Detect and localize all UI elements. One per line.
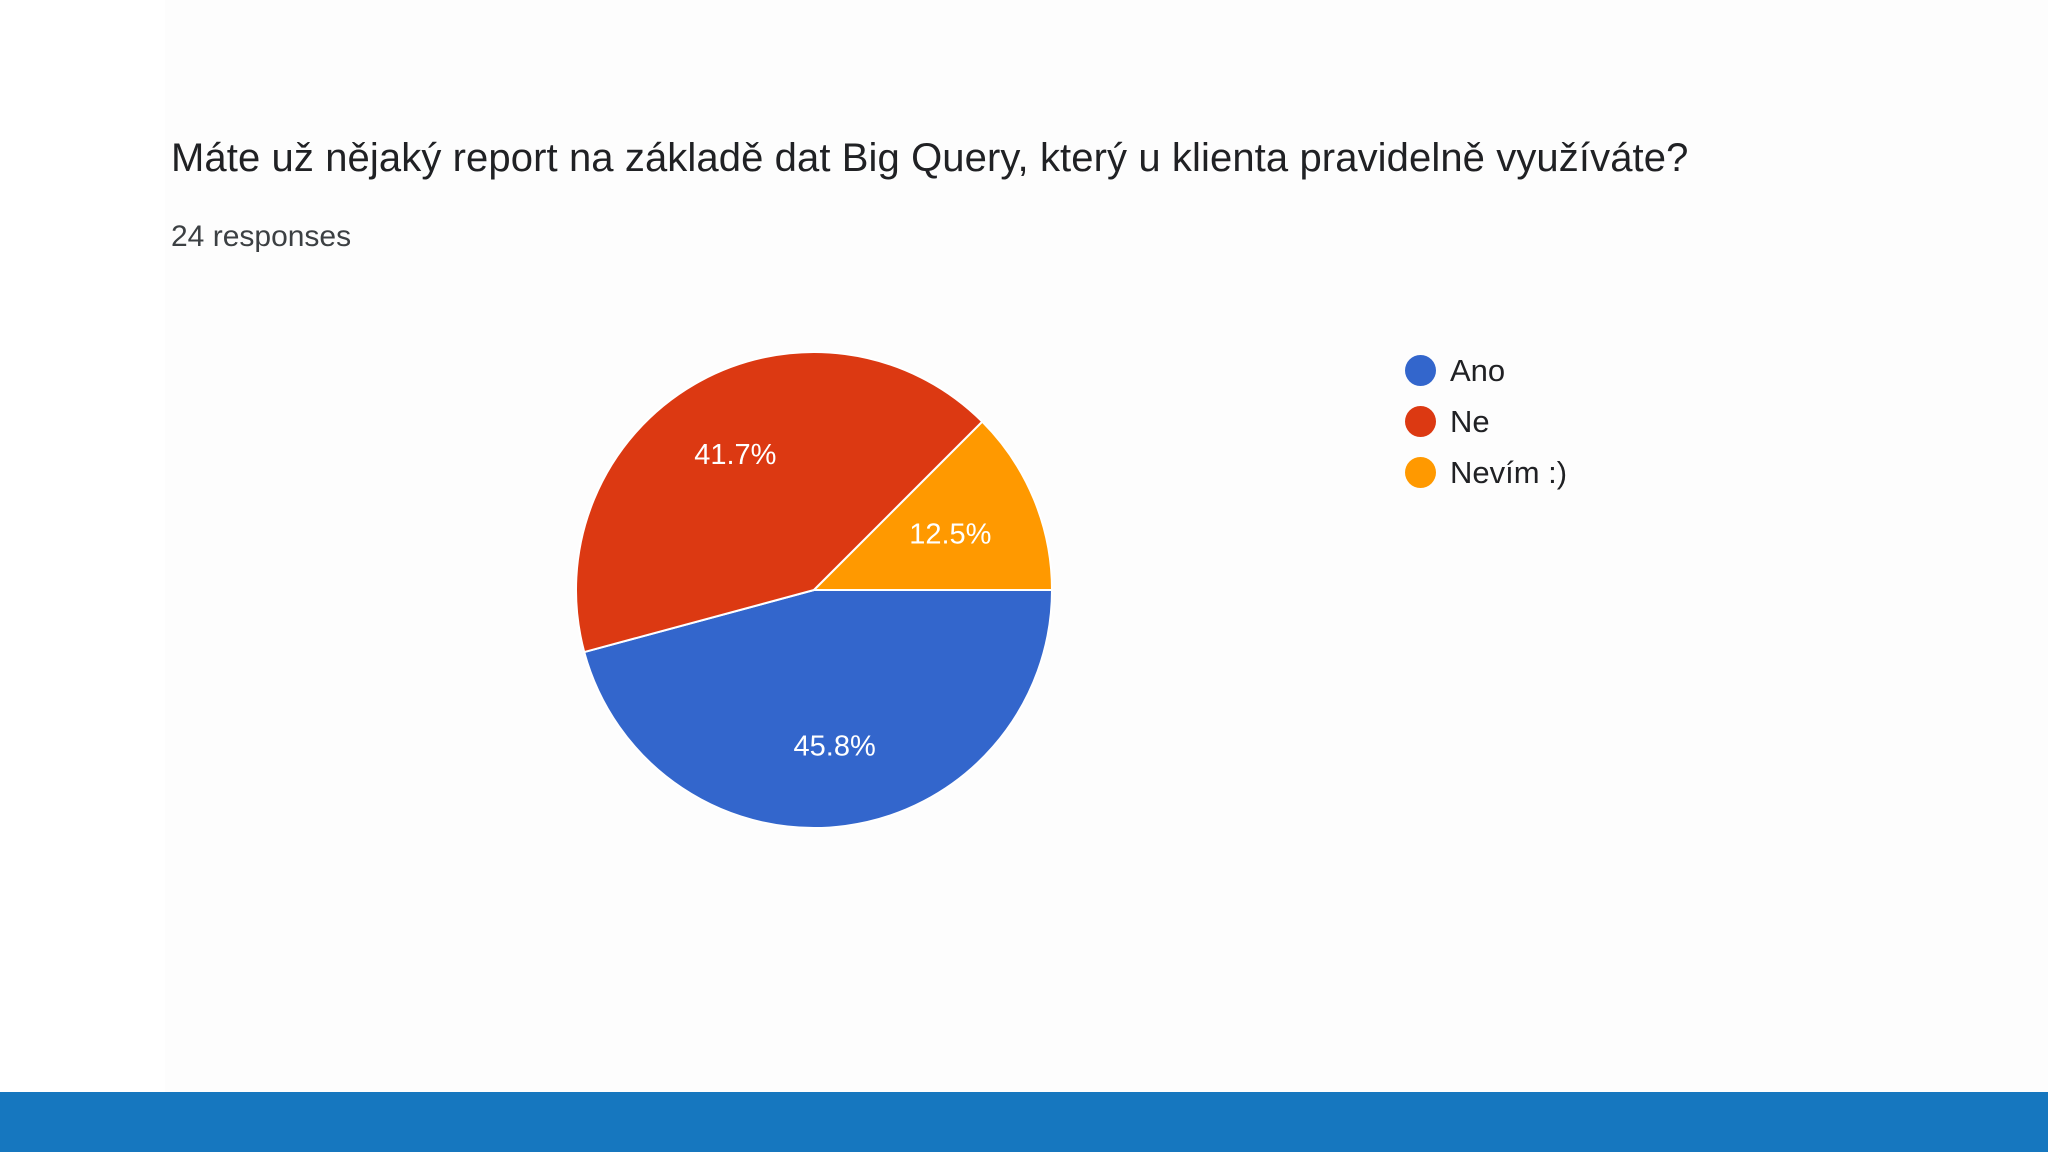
pie-chart: 45.8% 41.7% 12.5% <box>575 351 1054 829</box>
legend-label-nevim: Nevím :) <box>1450 454 1568 490</box>
pie-label-ne: 41.7% <box>694 439 776 471</box>
pie-slice-nevim[interactable] <box>811 420 1054 591</box>
legend: Ano Ne Nevím :) <box>1405 345 1567 498</box>
footer-bar <box>0 1092 2048 1152</box>
pie-label-ano: 45.8% <box>794 731 876 763</box>
legend-dot-ano <box>1405 355 1436 386</box>
pie-label-nevim: 12.5% <box>909 519 991 551</box>
legend-dot-ne <box>1405 406 1436 437</box>
pie-slice-ne[interactable] <box>575 351 984 654</box>
pie-slices <box>575 351 1054 829</box>
chart-card <box>165 0 2048 1092</box>
pie-slice-labels: 45.8% 41.7% 12.5% <box>694 439 991 763</box>
legend-item-ne[interactable]: Ne <box>1405 396 1567 447</box>
chart-title: Máte už nějaký report na základě dat Big… <box>171 136 1689 180</box>
legend-label-ne: Ne <box>1450 403 1490 439</box>
legend-item-nevim[interactable]: Nevím :) <box>1405 447 1567 498</box>
response-count: 24 responses <box>171 220 352 253</box>
legend-label-ano: Ano <box>1450 352 1506 388</box>
pie-slice-ano[interactable] <box>583 589 1054 829</box>
legend-item-ano[interactable]: Ano <box>1405 345 1567 396</box>
legend-dot-nevim <box>1405 457 1436 488</box>
